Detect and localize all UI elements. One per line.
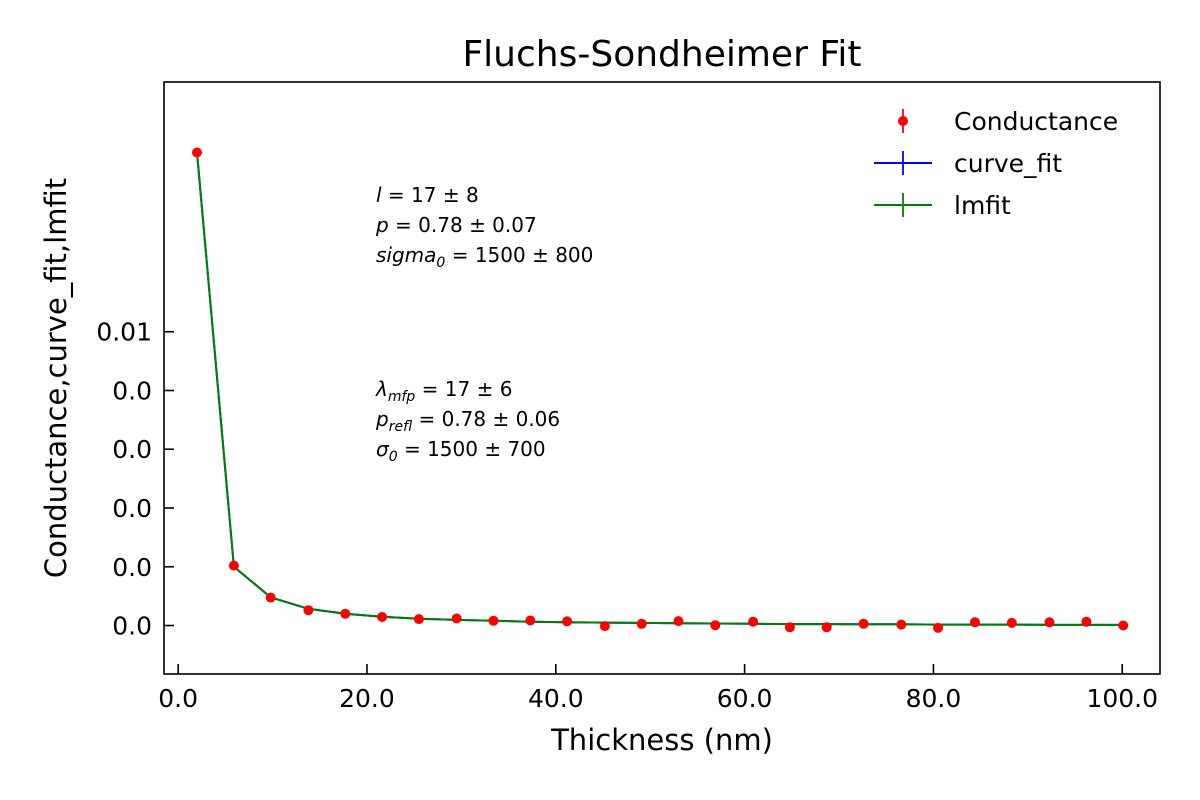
data-point: [303, 605, 314, 616]
data-point: [228, 560, 239, 571]
data-point: [488, 615, 499, 626]
data-point: [1006, 617, 1017, 628]
y-tick-label: 0.0: [112, 435, 152, 464]
annotation-line: p = 0.78 ± 0.07: [375, 213, 537, 237]
annotation-line: prefl = 0.78 ± 0.06: [375, 407, 560, 435]
x-axis-ticks: 0.0 20.0 40.0 60.0 80.0 100.0: [158, 664, 1158, 713]
annotation-line: l = 17 ± 8: [376, 183, 479, 207]
legend-label: curve_fit: [954, 149, 1062, 178]
y-axis-label: Conductance,curve_fit,lmfit: [39, 178, 73, 578]
annotation-line: λmfp = 17 ± 6: [375, 377, 512, 405]
x-tick-label: 20.0: [339, 684, 395, 713]
chart-title: Fluchs-Sondheimer Fit: [462, 34, 861, 75]
data-point: [896, 619, 907, 630]
x-tick-label: 40.0: [528, 684, 584, 713]
data-point: [377, 612, 388, 622]
data-point: [599, 621, 610, 632]
data-point: [562, 616, 573, 627]
x-tick-label: 0.0: [158, 684, 198, 713]
data-point: [970, 617, 980, 628]
x-tick-label: 100.0: [1086, 684, 1158, 713]
x-axis-label: Thickness (nm): [550, 723, 773, 757]
series-line-lmfit: [196, 152, 1124, 626]
data-point: [340, 608, 351, 619]
series-line-curve-fit: [196, 152, 1124, 626]
data-point: [525, 615, 536, 626]
plot-area: [192, 147, 1129, 633]
data-point: [1118, 620, 1129, 631]
plot-frame: [163, 81, 1161, 675]
y-tick-label: 0.01: [96, 318, 152, 347]
y-tick-label: 0.0: [112, 376, 152, 405]
legend-marker: [898, 116, 908, 126]
y-tick-label: 0.0: [112, 612, 152, 641]
legend-label: Conductance: [954, 107, 1118, 136]
data-point: [1044, 617, 1055, 628]
data-point: [673, 616, 684, 627]
data-point: [858, 618, 869, 629]
fit-annotations: l = 17 ± 8 p = 0.78 ± 0.07 sigma0 = 1500 ±…: [375, 183, 593, 465]
annotation-line: sigma0 = 1500 ± 800: [376, 243, 593, 271]
data-point: [821, 622, 832, 633]
data-point: [710, 620, 721, 631]
y-axis-ticks: 0.0 0.0 0.0 0.0 0.0 0.01: [96, 318, 174, 641]
y-tick-label: 0.0: [112, 553, 152, 582]
data-point: [748, 616, 759, 627]
data-point: [636, 618, 647, 629]
annotation-line: σ0 = 1500 ± 700: [376, 437, 546, 465]
data-point: [933, 622, 944, 633]
y-tick-label: 0.0: [112, 494, 152, 523]
data-point: [784, 622, 795, 633]
data-point: [192, 147, 202, 158]
x-tick-label: 60.0: [717, 684, 773, 713]
data-point: [451, 613, 462, 624]
data-point: [413, 614, 424, 625]
legend-label: lmfit: [954, 191, 1011, 220]
data-point: [265, 592, 276, 603]
data-point: [1081, 616, 1092, 627]
x-tick-label: 80.0: [906, 684, 962, 713]
